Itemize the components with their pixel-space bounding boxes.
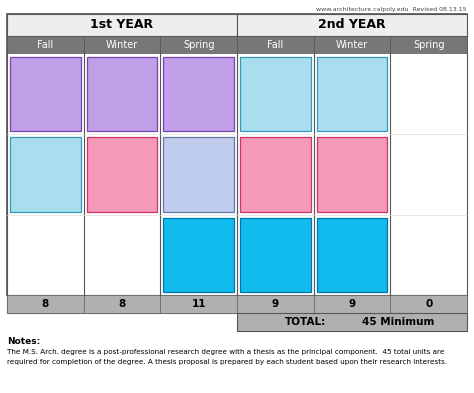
Bar [317, 57, 387, 131]
Bar [314, 295, 390, 313]
Bar [240, 57, 310, 131]
Bar [390, 295, 467, 313]
Text: Winter: Winter [336, 40, 368, 50]
Bar [164, 137, 234, 212]
Bar [7, 14, 237, 36]
Text: Spring: Spring [413, 40, 445, 50]
Text: 8: 8 [42, 299, 49, 309]
Bar [317, 218, 387, 292]
Text: ARCH 561 (3): ARCH 561 (3) [88, 173, 156, 182]
Bar [240, 137, 310, 212]
Text: Design Project: Design Project [251, 60, 300, 66]
Text: Advanced Design: Advanced Design [323, 140, 381, 146]
Bar [7, 295, 84, 313]
Text: 9: 9 [348, 299, 356, 309]
Text: Fall: Fall [267, 40, 283, 50]
Text: www.architecture.calpoly.edu  Revised 08.13.15: www.architecture.calpoly.edu Revised 08.… [317, 7, 467, 12]
Text: Architectural Design: Architectural Design [164, 60, 233, 66]
Text: 0: 0 [425, 299, 432, 309]
Bar [10, 137, 81, 212]
Bar [84, 295, 160, 313]
Text: 1st YEAR: 1st YEAR [91, 18, 154, 31]
Text: (3-4): (3-4) [186, 253, 211, 263]
Text: Elective: Elective [339, 220, 365, 227]
Text: Planning Research: Planning Research [168, 140, 229, 146]
Bar [314, 36, 390, 54]
Text: Design Project: Design Project [328, 60, 376, 66]
Text: ARCH 598 (3): ARCH 598 (3) [241, 93, 309, 102]
Text: Elective: Elective [185, 220, 212, 227]
Text: ARCH 561 (3): ARCH 561 (3) [318, 173, 386, 182]
Bar [164, 218, 234, 292]
Text: Architectural Design: Architectural Design [11, 60, 80, 66]
Bar [87, 57, 157, 131]
Text: ARCH 551 (5): ARCH 551 (5) [165, 93, 232, 102]
Text: required for completion of the degree. A thesis proposal is prepared by each stu: required for completion of the degree. A… [7, 359, 447, 365]
Text: Winter: Winter [106, 40, 138, 50]
Text: Fall: Fall [37, 40, 54, 50]
Text: Design Project: Design Project [21, 140, 70, 147]
Text: ARCH 561 (3): ARCH 561 (3) [242, 173, 309, 182]
Bar [240, 218, 310, 292]
Bar [317, 137, 387, 212]
Bar [7, 14, 467, 295]
Bar [160, 36, 237, 54]
Text: Architectural Design: Architectural Design [88, 60, 156, 66]
Text: 45 Minimum: 45 Minimum [362, 317, 434, 327]
Text: (3-4): (3-4) [340, 253, 365, 263]
Text: CRP 513 (4): CRP 513 (4) [169, 173, 228, 182]
Bar [84, 36, 160, 54]
Bar [237, 295, 314, 313]
Text: ARCH 598 (3): ARCH 598 (3) [318, 93, 386, 102]
Text: Elective: Elective [262, 220, 289, 227]
Text: TOTAL:: TOTAL: [285, 317, 327, 327]
Bar [237, 14, 467, 36]
Text: ARCH 551 (5): ARCH 551 (5) [88, 93, 156, 102]
Text: Spring: Spring [183, 40, 214, 50]
Bar [7, 54, 467, 295]
Text: Notes:: Notes: [7, 337, 40, 346]
Bar [7, 295, 467, 313]
Text: 8: 8 [118, 299, 126, 309]
Bar [7, 36, 84, 54]
Text: (3-4): (3-4) [263, 253, 288, 263]
Bar [164, 57, 234, 131]
Text: Advanced Design: Advanced Design [246, 140, 304, 146]
Bar [390, 36, 467, 54]
Bar [10, 57, 81, 131]
Bar [237, 36, 314, 54]
Text: The M.S. Arch. degree is a post-professional research degree with a thesis as th: The M.S. Arch. degree is a post-professi… [7, 349, 444, 355]
Bar [237, 313, 467, 331]
Bar [160, 295, 237, 313]
Text: 9: 9 [272, 299, 279, 309]
Text: 2nd YEAR: 2nd YEAR [318, 18, 386, 31]
Text: and Analysis: and Analysis [178, 147, 219, 153]
Text: 11: 11 [191, 299, 206, 309]
Bar [87, 137, 157, 212]
Text: Advanced Design: Advanced Design [93, 140, 151, 146]
Text: ARCH 598 (3): ARCH 598 (3) [11, 173, 79, 182]
Text: ARCH 551 (5): ARCH 551 (5) [11, 93, 79, 102]
